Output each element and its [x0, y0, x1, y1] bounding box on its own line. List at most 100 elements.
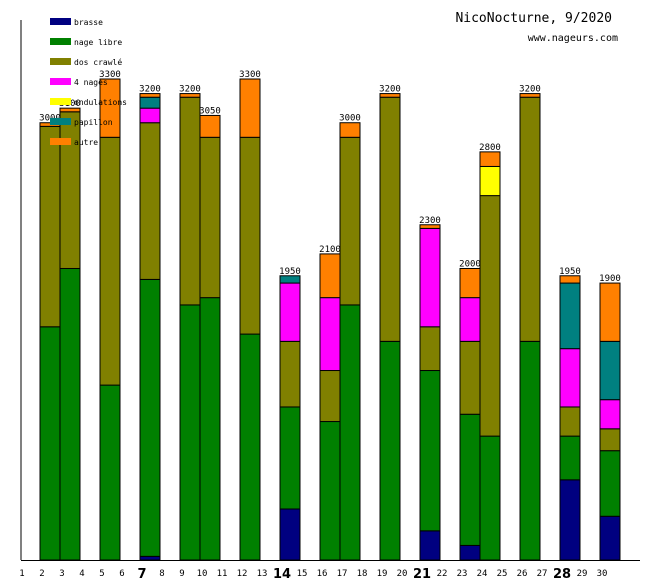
legend-label-3: 4 nages	[74, 78, 108, 87]
legend-swatch-5	[50, 118, 71, 125]
bar-segment-nage-libre-day-28	[559, 435, 581, 481]
bar-segment-dos-crawle-day-26	[519, 96, 541, 342]
bar-segment-4-nages-day-23	[459, 297, 481, 342]
bar-segment-nage-libre-day-21	[419, 370, 441, 532]
x-tick-label-14: 14	[273, 567, 291, 580]
bar-segment-4-nages-day-16	[319, 297, 341, 372]
x-tick-label-7: 7	[137, 567, 146, 580]
x-tick-label-12: 12	[237, 569, 248, 579]
total-label-day-9: 3200	[179, 85, 201, 95]
x-tick-label-13: 13	[257, 569, 268, 579]
x-tick-label-30: 30	[597, 569, 608, 579]
x-tick-label-25: 25	[497, 569, 508, 579]
bar-segment-4-nages-day-7	[139, 107, 161, 124]
x-tick-label-27: 27	[537, 569, 548, 579]
bar-segment-nage-libre-day-9	[179, 304, 201, 561]
legend-swatch-6	[50, 138, 71, 145]
total-label-day-19: 3200	[379, 85, 401, 95]
bar-segment-dos-crawle-day-10	[199, 136, 221, 299]
bar-segment-autre-day-9	[179, 93, 201, 98]
x-tick-label-28: 28	[553, 567, 571, 580]
bar-segment-autre-day-21	[419, 224, 441, 229]
bar-segment-autre-day-30	[599, 282, 621, 342]
total-label-day-17: 3000	[339, 114, 361, 124]
bar-segment-dos-crawle-day-30	[599, 428, 621, 452]
total-label-day-7: 3200	[139, 85, 161, 95]
x-tick-label-4: 4	[79, 569, 84, 579]
total-label-day-16: 2100	[319, 245, 341, 255]
x-tick-label-10: 10	[197, 569, 208, 579]
total-label-day-10: 3050	[199, 106, 221, 116]
x-tick-label-15: 15	[297, 569, 308, 579]
bar-segment-dos-crawle-day-12	[239, 136, 261, 335]
x-tick-label-11: 11	[217, 569, 228, 579]
total-label-day-23: 2000	[459, 259, 481, 269]
bar-segment-papillon-day-28	[559, 282, 581, 350]
chart-title: NicoNocturne, 9/2020	[455, 11, 612, 26]
x-tick-label-26: 26	[517, 569, 528, 579]
x-tick-label-22: 22	[437, 569, 448, 579]
total-label-day-24: 2800	[479, 143, 501, 153]
bar-segment-4-nages-day-14	[279, 282, 301, 342]
bar-segment-4-nages-day-30	[599, 399, 621, 430]
bar-segment-nage-libre-day-26	[519, 340, 541, 561]
x-tick-label-8: 8	[159, 569, 164, 579]
x-tick-label-9: 9	[179, 569, 184, 579]
bar-segment-dos-crawle-day-16	[319, 370, 341, 423]
x-tick-label-5: 5	[99, 569, 104, 579]
bar-segment-dos-crawle-day-3	[59, 111, 81, 269]
x-tick-label-18: 18	[357, 569, 368, 579]
bar-segment-autre-day-10	[199, 114, 221, 138]
bar-segment-4-nages-day-28	[559, 348, 581, 408]
bar-segment-ondulations-day-24	[479, 165, 501, 197]
bar-segment-dos-crawle-day-14	[279, 340, 301, 408]
x-tick-label-16: 16	[317, 569, 328, 579]
legend-label-6: autre	[74, 138, 98, 147]
x-tick-label-1: 1	[19, 569, 24, 579]
bar-segment-dos-crawle-day-19	[379, 96, 401, 342]
legend-label-1: nage libre	[74, 38, 122, 47]
x-tick-labels: 1 2 3 4 5 6 7 8 9 10 11 12 13 14 15 16 17 18 19 20 21 22 23 24 2…	[19, 567, 607, 580]
bar-segment-nage-libre-day-12	[239, 333, 261, 561]
bar-segment-dos-crawle-day-23	[459, 340, 481, 415]
bar-segment-nage-libre-day-5	[99, 384, 121, 561]
bar-segment-dos-crawle-day-24	[479, 195, 501, 437]
legend-label-2: dos crawlé	[74, 57, 122, 67]
bars-layer	[39, 78, 621, 561]
legend-label-0: brasse	[74, 18, 103, 27]
legend-swatch-2	[50, 58, 71, 65]
x-tick-label-29: 29	[577, 569, 588, 579]
total-label-day-28: 1950	[559, 267, 581, 277]
x-tick-label-24: 24	[477, 569, 488, 579]
bar-segment-autre-day-5	[99, 78, 121, 138]
bar-segment-nage-libre-day-16	[319, 421, 341, 561]
x-tick-label-6: 6	[119, 569, 124, 579]
bar-segment-papillon-day-30	[599, 340, 621, 401]
bar-segment-brasse-day-14	[279, 508, 301, 561]
bar-segment-dos-crawle-day-9	[179, 96, 201, 306]
bar-segment-autre-day-16	[319, 253, 341, 299]
total-label-day-14: 1950	[279, 267, 301, 277]
bar-segment-autre-day-26	[519, 93, 541, 98]
total-label-day-30: 1900	[599, 274, 621, 284]
bar-segment-brasse-day-23	[459, 544, 481, 561]
bar-segment-brasse-day-7	[139, 555, 161, 561]
bar-segment-nage-libre-day-17	[339, 304, 361, 561]
bar-segment-dos-crawle-day-21	[419, 326, 441, 372]
x-tick-label-23: 23	[457, 569, 468, 579]
total-label-day-12: 3300	[239, 70, 261, 80]
bar-segment-autre-day-7	[139, 93, 161, 98]
bar-segment-autre-day-3	[59, 107, 81, 113]
bar-segment-papillon-day-14	[279, 275, 301, 284]
legend-swatch-3	[50, 78, 71, 85]
bar-segment-nage-libre-day-23	[459, 413, 481, 546]
bar-segment-nage-libre-day-2	[39, 326, 61, 561]
bar-segment-brasse-day-28	[559, 479, 581, 561]
bar-segment-dos-crawle-day-7	[139, 122, 161, 280]
legend: brasse nage libre dos crawlé 4 nages ondulat…	[50, 18, 127, 147]
bar-segment-nage-libre-day-10	[199, 297, 221, 561]
x-tick-label-2: 2	[39, 569, 44, 579]
total-label-day-26: 3200	[519, 85, 541, 95]
bar-segment-autre-day-28	[559, 275, 581, 284]
